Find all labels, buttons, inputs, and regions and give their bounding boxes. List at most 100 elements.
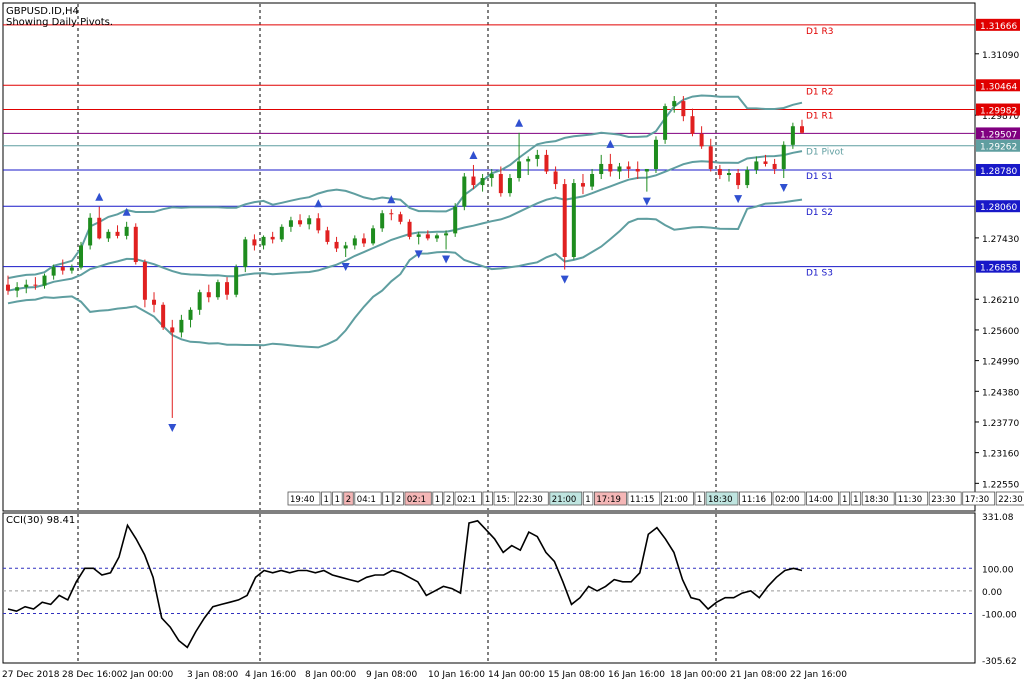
candle-body[interactable] bbox=[480, 178, 485, 186]
candle-body[interactable] bbox=[279, 226, 284, 240]
candle-body[interactable] bbox=[462, 176, 467, 207]
session-text: 19:40 bbox=[290, 495, 315, 505]
candle-body[interactable] bbox=[106, 231, 111, 239]
candle-body[interactable] bbox=[298, 220, 303, 225]
candle-body[interactable] bbox=[717, 168, 722, 176]
candle-body[interactable] bbox=[371, 228, 376, 244]
candle-body[interactable] bbox=[681, 101, 686, 117]
candle-body[interactable] bbox=[225, 282, 230, 295]
candle-body[interactable] bbox=[88, 217, 93, 246]
candle-body[interactable] bbox=[489, 174, 494, 179]
candle-body[interactable] bbox=[498, 174, 503, 194]
candle-body[interactable] bbox=[42, 275, 47, 286]
candle-body[interactable] bbox=[6, 284, 10, 291]
candle-body[interactable] bbox=[754, 161, 759, 170]
price-tick-label: 1.27430 bbox=[982, 235, 1019, 245]
candle-body[interactable] bbox=[736, 173, 741, 186]
price-label-box bbox=[976, 103, 1020, 116]
candle-body[interactable] bbox=[708, 146, 713, 169]
candle-body[interactable] bbox=[142, 262, 147, 300]
candle-body[interactable] bbox=[416, 234, 421, 237]
candle-body[interactable] bbox=[526, 158, 531, 162]
candle-body[interactable] bbox=[626, 166, 631, 169]
candle-body[interactable] bbox=[288, 220, 293, 227]
candle-body[interactable] bbox=[772, 163, 777, 169]
candle-body[interactable] bbox=[617, 166, 622, 172]
candle-body[interactable] bbox=[215, 282, 220, 298]
candle-body[interactable] bbox=[24, 284, 29, 288]
candle-body[interactable] bbox=[590, 174, 595, 187]
candle-body[interactable] bbox=[544, 154, 549, 172]
candle-body[interactable] bbox=[133, 226, 138, 263]
candle-body[interactable] bbox=[307, 218, 312, 225]
candle-body[interactable] bbox=[790, 126, 795, 145]
candle-body[interactable] bbox=[571, 183, 576, 257]
candle-body[interactable] bbox=[352, 238, 357, 246]
candle-body[interactable] bbox=[608, 163, 613, 172]
candle-body[interactable] bbox=[635, 168, 640, 172]
candle-body[interactable] bbox=[334, 241, 339, 249]
candle-body[interactable] bbox=[124, 226, 129, 236]
candlestick-series[interactable] bbox=[6, 96, 804, 418]
candle-body[interactable] bbox=[580, 183, 585, 187]
session-text: 1 bbox=[585, 495, 590, 505]
candle-body[interactable] bbox=[97, 217, 102, 239]
candle-body[interactable] bbox=[206, 292, 211, 298]
candle-body[interactable] bbox=[389, 213, 394, 215]
candle-body[interactable] bbox=[745, 169, 750, 186]
candle-body[interactable] bbox=[161, 304, 166, 328]
candle-body[interactable] bbox=[471, 176, 476, 186]
candle-body[interactable] bbox=[69, 267, 74, 271]
candle-body[interactable] bbox=[535, 154, 540, 159]
session-box bbox=[995, 491, 1024, 506]
candle-body[interactable] bbox=[398, 214, 403, 222]
candle-body[interactable] bbox=[599, 163, 604, 175]
candle-body[interactable] bbox=[425, 234, 430, 239]
candle-body[interactable] bbox=[170, 327, 175, 333]
fractal-down-arrow bbox=[642, 197, 651, 206]
candle-body[interactable] bbox=[434, 235, 439, 239]
candle-body[interactable] bbox=[261, 236, 266, 246]
candle-body[interactable] bbox=[243, 239, 248, 268]
candle-body[interactable] bbox=[380, 213, 385, 229]
session-box bbox=[482, 491, 493, 506]
candle-body[interactable] bbox=[270, 236, 275, 240]
candle-body[interactable] bbox=[15, 287, 20, 291]
candle-body[interactable] bbox=[343, 245, 348, 249]
candle-body[interactable] bbox=[453, 206, 458, 234]
candle-body[interactable] bbox=[179, 319, 184, 333]
candle-body[interactable] bbox=[234, 267, 239, 295]
price-label-box bbox=[976, 163, 1020, 176]
candle-body[interactable] bbox=[115, 231, 120, 236]
candle-body[interactable] bbox=[316, 218, 321, 231]
candle-body[interactable] bbox=[79, 245, 84, 268]
candle-body[interactable] bbox=[33, 284, 38, 286]
candle-body[interactable] bbox=[507, 178, 512, 194]
candle-body[interactable] bbox=[663, 106, 668, 140]
session-box bbox=[594, 491, 627, 506]
candle-body[interactable] bbox=[51, 267, 56, 276]
candle-body[interactable] bbox=[361, 238, 366, 244]
candle-body[interactable] bbox=[690, 116, 695, 134]
candle-body[interactable] bbox=[152, 299, 157, 305]
candle-body[interactable] bbox=[517, 161, 522, 179]
candle-body[interactable] bbox=[407, 221, 412, 237]
time-axis-label: 8 Jan 00:00 bbox=[305, 670, 357, 680]
candle-body[interactable] bbox=[188, 309, 193, 320]
candle-body[interactable] bbox=[781, 144, 786, 169]
candle-body[interactable] bbox=[444, 233, 449, 236]
candle-body[interactable] bbox=[325, 230, 330, 242]
candle-body[interactable] bbox=[197, 292, 202, 310]
candle-body[interactable] bbox=[252, 239, 257, 246]
candle-body[interactable] bbox=[672, 101, 677, 107]
candle-body[interactable] bbox=[562, 184, 567, 257]
candle-body[interactable] bbox=[726, 173, 731, 176]
candle-body[interactable] bbox=[653, 139, 658, 169]
candle-body[interactable] bbox=[60, 267, 65, 271]
candle-body[interactable] bbox=[800, 126, 804, 133]
candle-body[interactable] bbox=[553, 171, 558, 185]
candle-body[interactable] bbox=[763, 161, 768, 164]
candle-body[interactable] bbox=[644, 168, 649, 172]
candle-body[interactable] bbox=[699, 133, 704, 147]
